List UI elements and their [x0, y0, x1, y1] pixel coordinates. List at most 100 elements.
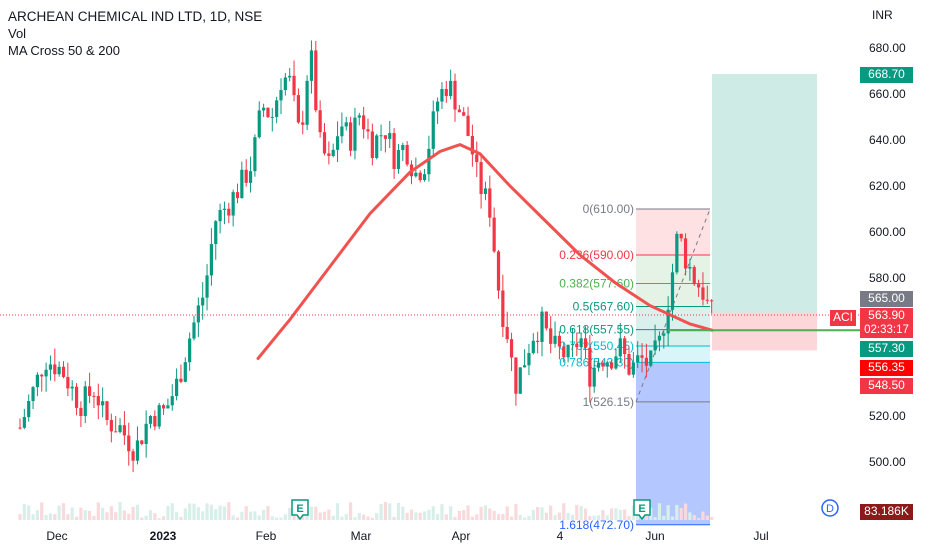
long-position-tool[interactable] — [712, 73, 817, 351]
candle-body — [127, 435, 131, 452]
volume-bar — [192, 503, 196, 520]
volume-bar — [57, 505, 61, 520]
time-axis[interactable]: Dec 2023 Feb Mar Apr 4 Jun Jul — [46, 529, 768, 543]
volume-bar — [570, 514, 575, 520]
volume-bar — [257, 515, 261, 520]
volume-bar — [496, 514, 501, 520]
candle-body — [657, 335, 662, 341]
candle-body — [383, 135, 387, 139]
candle-body — [710, 300, 714, 302]
candle-body — [335, 136, 340, 150]
candle-body — [148, 416, 153, 424]
volume-bar — [227, 502, 231, 520]
volume-bar — [40, 502, 44, 520]
candle-body — [135, 440, 140, 461]
position-target-zone — [712, 73, 817, 313]
volume-bar — [61, 503, 66, 520]
time-tick-label: Mar — [351, 529, 372, 543]
volume-bar — [140, 517, 144, 520]
volume-bar — [666, 505, 670, 520]
volume-bar — [418, 512, 422, 520]
candle-body — [214, 221, 218, 245]
volume-bar — [501, 514, 505, 520]
candle-body — [662, 333, 666, 336]
ma-cross-indicator-label[interactable]: MA Cross 50 & 200 — [8, 43, 120, 58]
volume-bar — [196, 507, 200, 520]
volume-bar — [209, 504, 213, 520]
fib-level-label: 1.618(472.70) — [559, 518, 634, 532]
candle-body — [422, 174, 427, 181]
volume-indicator-label[interactable]: Vol — [8, 26, 27, 41]
volume-bar — [279, 517, 283, 520]
volume-bar — [483, 505, 488, 520]
volume-bar — [101, 507, 105, 520]
volume-bar — [88, 510, 92, 520]
candle-body — [231, 192, 235, 216]
volume-bar — [427, 509, 431, 520]
candle-body — [22, 417, 26, 428]
dividend-marker-label: D — [826, 503, 834, 515]
candle-body — [192, 322, 196, 339]
volume-bar — [18, 514, 22, 520]
candle-body — [431, 111, 435, 149]
volume-bar — [370, 517, 374, 520]
volume-bar — [492, 510, 496, 520]
volume-bar — [588, 516, 592, 520]
volume-bar — [623, 509, 627, 520]
price-tick-label: 640.00 — [869, 133, 906, 147]
candle-body — [440, 89, 444, 102]
volume-bar — [362, 514, 366, 520]
candle-body — [244, 169, 248, 183]
candle-body — [188, 338, 192, 363]
volume-bar — [327, 509, 331, 520]
candle-body — [314, 50, 318, 111]
volume-bar — [605, 515, 609, 520]
volume-bar — [179, 516, 183, 520]
volume-bar — [575, 504, 579, 520]
candle-body — [279, 90, 283, 101]
candlesticks — [18, 40, 714, 473]
price-tick-label: 580.00 — [869, 271, 906, 285]
candle-body — [579, 338, 583, 348]
stop-price-label: 548.50 — [860, 378, 913, 394]
volume-bar — [283, 514, 287, 520]
candle-body — [344, 122, 348, 127]
candle-body — [144, 423, 148, 445]
candle-body — [649, 350, 653, 366]
candle-body — [444, 89, 448, 97]
fib-level-label: 0.5(567.60) — [573, 300, 634, 314]
volume-bar — [544, 512, 548, 520]
volume-value-label: 83.186K — [860, 504, 913, 520]
volume-bar — [596, 515, 601, 520]
candle-body — [88, 386, 92, 396]
volume-bar — [22, 503, 26, 520]
price-tick-label: 680.00 — [869, 41, 906, 55]
volume-bar — [392, 516, 396, 520]
candle-body — [83, 386, 87, 417]
volume-bar — [514, 504, 518, 520]
candle-body — [436, 101, 440, 112]
volume-bar — [231, 515, 235, 520]
volume-bar — [614, 508, 618, 520]
fib-zone — [636, 362, 710, 402]
volume-bar — [205, 503, 209, 520]
volume-bar — [248, 511, 253, 520]
candle-body — [536, 340, 540, 342]
fib-level-label: 0.236(590.00) — [559, 248, 634, 262]
volume-bar — [505, 506, 509, 520]
candle-body — [466, 115, 470, 136]
candle-body — [262, 107, 266, 111]
volume-bar — [414, 512, 418, 520]
volume-bar — [422, 511, 427, 520]
volume-bar — [553, 515, 557, 520]
candle-body — [131, 451, 135, 461]
volume-bar — [127, 513, 131, 520]
candle-body — [35, 374, 39, 388]
volume-bar — [366, 516, 370, 520]
volume-bar — [579, 505, 583, 520]
candle-body — [349, 122, 353, 151]
time-tick-label: Apr — [452, 529, 471, 543]
candle-body — [79, 407, 83, 417]
